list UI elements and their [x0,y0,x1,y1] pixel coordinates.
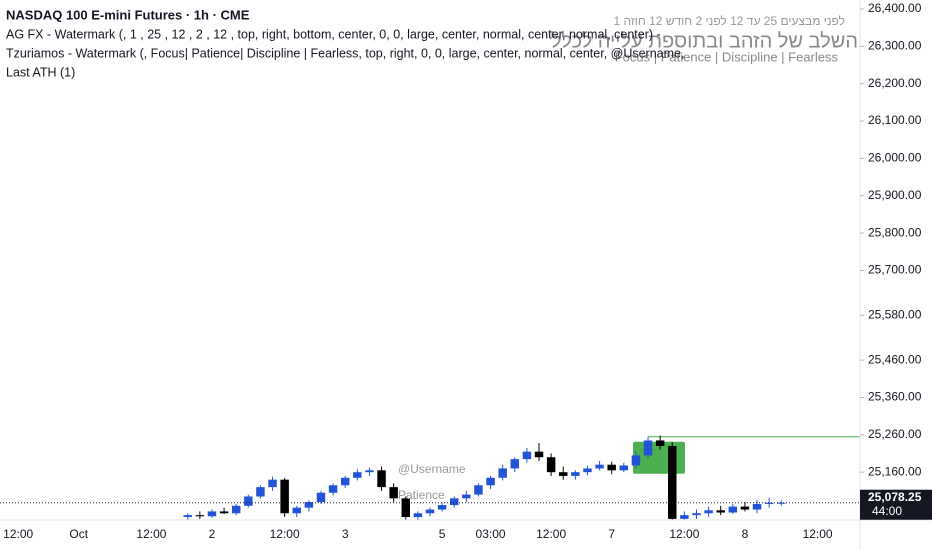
candle-body [195,515,205,517]
candle-body [244,496,253,506]
candle-body [716,510,725,513]
x-tick-label: 5 [439,527,446,541]
candle-body [280,479,289,514]
y-tick-label: 26,300.00 [868,38,922,52]
candle-body [413,513,423,518]
candle-body [631,455,641,466]
x-tick-label: 12:00 [3,527,33,541]
y-tick-label: 26,200.00 [868,76,922,90]
watermark-hebrew-large: השלב של הזהב ובתוספת עלייה לכלל [551,30,858,52]
indicator-line[interactable]: Last ATH (1) [6,65,75,79]
candle-body [340,477,350,486]
candle-body [704,510,713,514]
candle-body [498,468,507,478]
candle-body [389,487,398,499]
x-tick-label: 12:00 [270,527,300,541]
candle-body [268,479,277,488]
candle-body [559,472,568,476]
x-tick-label: 12:00 [536,527,566,541]
y-tick-label: 25,460.00 [868,352,922,366]
indicator-line[interactable]: Tzuriamos - Watermark (, Focus| Patience… [6,46,684,60]
candle-body [680,515,689,519]
candle-body [425,509,435,514]
candle-body [401,498,411,518]
candle-body [510,459,520,469]
x-tick-label: 2 [209,527,216,541]
candle-body [183,515,192,518]
candle-body [595,464,604,469]
symbol-title[interactable]: NASDAQ 100 E-mini Futures · 1h · CME [6,7,250,22]
watermark-username: @Username [398,462,466,476]
watermark-hebrew-small: 1 לפני מבצעים 25 עד 12 לפני 2 חודש 12 חו… [613,14,845,28]
y-tick-label: 25,900.00 [868,188,922,202]
candle-body [534,451,544,458]
last-price-box [860,489,932,520]
candle-body [462,494,471,499]
countdown: 44:00 [872,504,902,518]
y-tick-label: 25,580.00 [868,307,922,321]
x-tick-label: 03:00 [476,527,506,541]
candle-body [571,472,580,476]
candle-body [328,485,338,493]
candle-body [256,487,265,497]
watermark-patience: Patience [398,488,445,502]
y-tick-label: 26,100.00 [868,113,922,127]
candle-body [377,470,386,488]
y-tick-label: 25,800.00 [868,225,922,239]
candle-body [546,457,556,473]
candle-body [522,451,532,460]
y-tick-label: 25,160.00 [868,464,922,478]
x-tick-label: Oct [69,527,88,541]
indicator-line[interactable]: AG FX - Watermark (, 1 , 25 , 12 , 2 , 1… [6,27,661,41]
candle-body [486,477,495,486]
y-tick-label: 25,260.00 [868,427,922,441]
last-price-label: 25,078.25 [868,490,922,504]
candle-body [764,502,774,504]
candle-body [365,470,374,473]
candle-body [752,503,762,510]
x-tick-label: 12:00 [136,527,166,541]
candle-body [292,507,301,514]
watermark-motto: Focus | Patience | Discipline | Fearless [615,49,839,64]
y-tick-label: 26,400.00 [868,1,922,15]
candle-body [607,464,616,471]
candle-body [692,513,701,516]
x-tick-label: 12:00 [803,527,833,541]
candle-body [728,506,738,513]
candle-body [740,506,750,510]
candle-body [353,472,362,478]
candle-body [231,505,241,514]
ath-tag [633,441,685,474]
y-tick-label: 25,360.00 [868,390,922,404]
candle-body [219,511,229,514]
x-tick-label: 8 [742,527,749,541]
x-tick-label: 3 [342,527,349,541]
x-tick-label: 12:00 [669,527,699,541]
x-tick-label: 7 [608,527,615,541]
candle-body [619,465,629,471]
candle-body [207,511,217,517]
candle-body [583,468,592,473]
plot [183,435,860,520]
candle-body [304,502,314,508]
candle-body [655,440,665,447]
y-tick-label: 25,700.00 [868,263,922,277]
y-tick-label: 26,000.00 [868,151,922,165]
candle-body [643,440,653,456]
candle-body [449,498,459,506]
candle-body [668,446,677,519]
candle-body [777,502,786,504]
candle-body [316,492,326,503]
candle-body [474,485,483,495]
candle-body [437,505,447,510]
